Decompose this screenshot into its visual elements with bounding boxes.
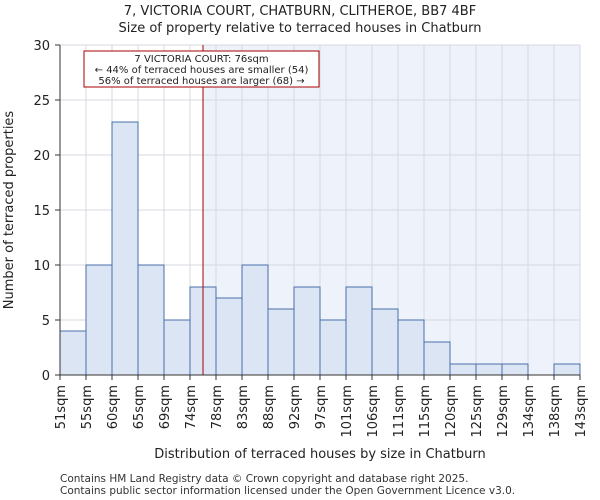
x-tick-label: 88sqm <box>262 385 277 429</box>
x-tick-label: 92sqm <box>288 385 303 429</box>
x-tick-label: 101sqm <box>340 385 355 438</box>
bar <box>85 264 113 376</box>
x-tick-label: 134sqm <box>522 385 537 438</box>
bar <box>397 319 425 376</box>
annotation-line: 56% of terraced houses are larger (68) → <box>98 76 304 87</box>
x-tick-label: 143sqm <box>574 385 589 438</box>
x-tick-label: 83sqm <box>236 385 251 429</box>
x-tick-label: 125sqm <box>470 385 485 438</box>
x-tick-label: 78sqm <box>210 385 225 429</box>
bar <box>163 319 191 376</box>
attribution-line-1: Contains HM Land Registry data © Crown c… <box>60 473 469 485</box>
y-tick-label: 30 <box>33 39 50 54</box>
x-tick-label: 129sqm <box>496 385 511 438</box>
x-tick-label: 97sqm <box>314 385 329 429</box>
x-tick-label: 138sqm <box>548 385 563 438</box>
x-tick-label: 51sqm <box>54 385 69 429</box>
bar <box>111 121 139 376</box>
bar <box>319 319 347 376</box>
y-tick-label: 15 <box>33 204 50 219</box>
bar <box>241 264 269 376</box>
attribution-line-2: Contains public sector information licen… <box>60 485 516 497</box>
annotation-line: ← 44% of terraced houses are smaller (54… <box>95 65 309 76</box>
bar <box>501 363 529 376</box>
chart-title: 7, VICTORIA COURT, CHATBURN, CLITHEROE, … <box>123 4 477 19</box>
annotation-line: 7 VICTORIA COURT: 76sqm <box>134 54 268 65</box>
bar <box>553 363 581 376</box>
bar <box>267 308 295 376</box>
x-tick-label: 120sqm <box>444 385 459 438</box>
y-tick-label: 20 <box>33 149 50 164</box>
y-tick-label: 5 <box>42 314 50 329</box>
x-tick-label: 106sqm <box>366 385 381 438</box>
x-tick-label: 55sqm <box>80 385 95 429</box>
x-tick-label: 60sqm <box>106 385 121 429</box>
chart-subtitle: Size of property relative to terraced ho… <box>118 21 482 36</box>
x-axis-title: Distribution of terraced houses by size … <box>154 447 485 462</box>
y-tick-label: 25 <box>33 94 50 109</box>
y-tick-label: 10 <box>33 259 50 274</box>
y-axis-title: Number of terraced properties <box>2 111 17 310</box>
x-tick-label: 65sqm <box>132 385 147 429</box>
bar <box>293 286 321 376</box>
x-tick-label: 74sqm <box>184 385 199 429</box>
x-tick-label: 115sqm <box>418 385 433 438</box>
x-tick-label: 69sqm <box>158 385 173 429</box>
bar <box>59 330 87 376</box>
bar <box>137 264 165 376</box>
y-tick-label: 0 <box>42 369 50 384</box>
bar <box>423 341 451 376</box>
bar <box>215 297 243 376</box>
bar <box>371 308 399 376</box>
bar <box>345 286 373 376</box>
bar <box>475 363 503 376</box>
x-tick-label: 111sqm <box>392 385 407 438</box>
bar <box>449 363 477 376</box>
annotation-box <box>83 50 320 88</box>
